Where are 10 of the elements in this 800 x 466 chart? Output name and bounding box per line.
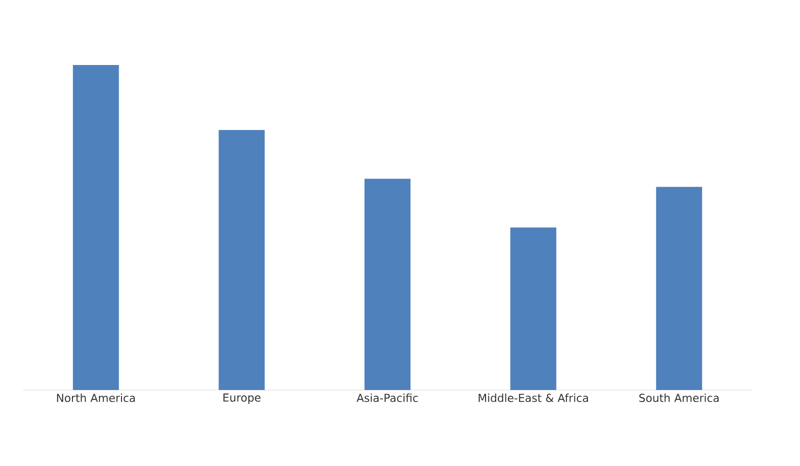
bar [218,130,265,390]
bar [72,64,119,390]
bar [364,178,411,390]
x-tick-label: North America [57,394,135,402]
x-tick-label: Middle-East & Africa [478,394,588,402]
x-tick-label: Europe [223,394,260,404]
bar [656,186,702,390]
bar [510,228,556,390]
x-tick-label: Asia-Pacific [356,394,418,402]
x-tick-label: South America [639,394,719,402]
